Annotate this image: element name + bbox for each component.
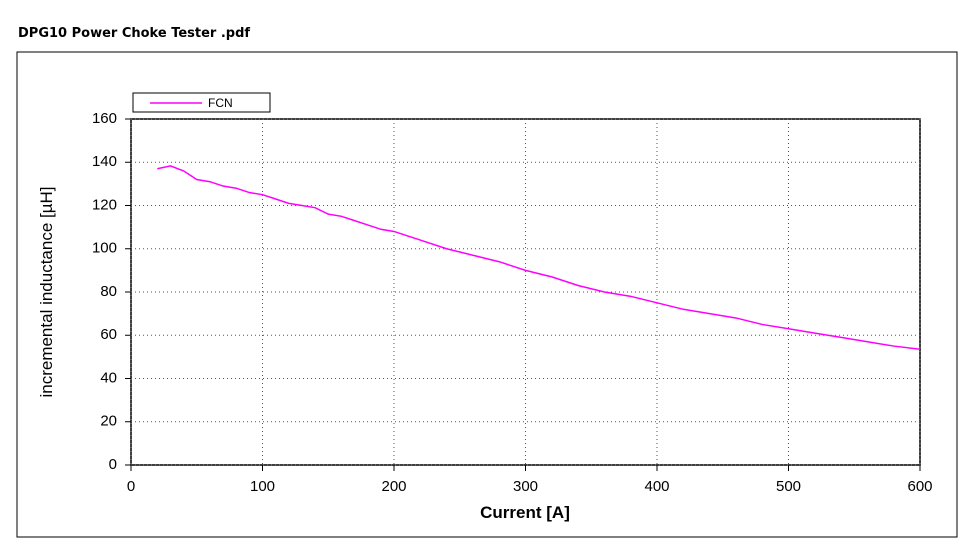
- y-tick-label: 0: [109, 456, 117, 473]
- x-tick-label: 100: [250, 478, 275, 495]
- x-axis-label: Current [A]: [480, 503, 570, 522]
- y-tick-label: 40: [100, 369, 117, 386]
- y-tick-label: 160: [92, 110, 117, 127]
- y-tick-label: 20: [100, 413, 117, 430]
- x-tick-label: 0: [127, 478, 135, 495]
- x-tick-label: 600: [907, 478, 932, 495]
- x-tick-label: 400: [644, 478, 669, 495]
- frame: [16, 51, 958, 538]
- x-tick-label: 200: [381, 478, 406, 495]
- x-tick-label: 300: [513, 478, 538, 495]
- window-title: DPG10 Power Choke Tester .pdf: [18, 26, 250, 41]
- data-line: [157, 165, 921, 351]
- y-tick-label: 120: [92, 196, 117, 213]
- y-tick-label: 140: [92, 153, 117, 170]
- legend-label: FCN: [208, 96, 233, 110]
- y-tick-label: 60: [100, 326, 117, 343]
- y-tick-label: 100: [92, 240, 117, 257]
- y-axis-label: incremental inductance [µH]: [37, 186, 56, 397]
- y-tick-label: 80: [100, 283, 117, 300]
- x-tick-label: 500: [776, 478, 801, 495]
